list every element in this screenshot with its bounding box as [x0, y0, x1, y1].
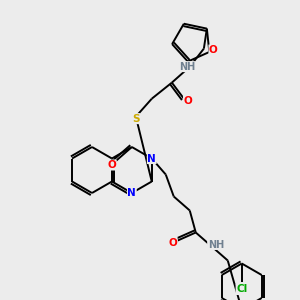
Text: O: O [209, 45, 218, 55]
Text: Cl: Cl [236, 284, 248, 295]
Text: S: S [132, 114, 140, 124]
Text: O: O [107, 160, 116, 170]
Text: O: O [184, 96, 192, 106]
Text: NH: NH [208, 239, 224, 250]
Text: N: N [128, 188, 136, 198]
Text: O: O [168, 238, 177, 248]
Text: N: N [147, 154, 156, 164]
Text: NH: NH [179, 61, 195, 72]
